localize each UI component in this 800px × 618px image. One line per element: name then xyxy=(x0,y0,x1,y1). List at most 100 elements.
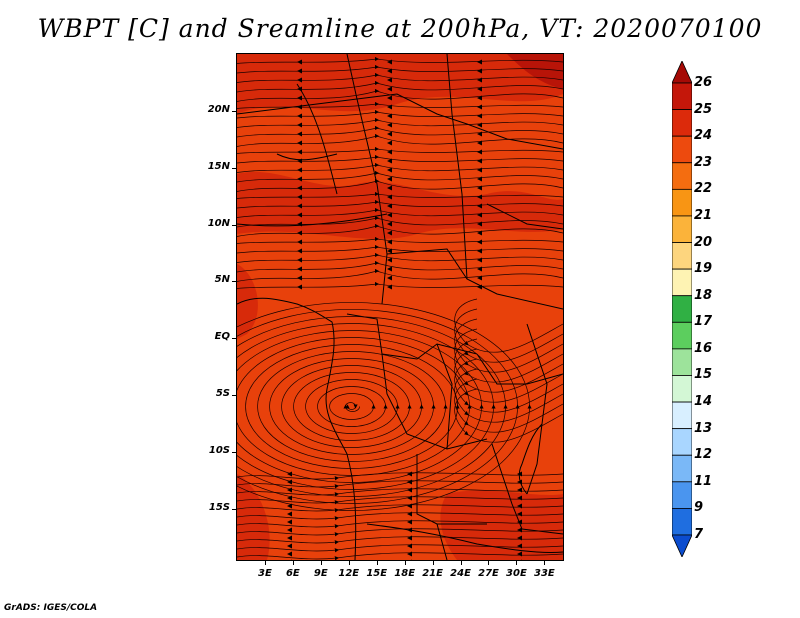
lon-tick xyxy=(376,561,378,565)
streamline-arrow xyxy=(387,221,392,227)
streamline-arrow xyxy=(387,194,392,200)
streamline-arrow xyxy=(297,275,302,281)
colorbar-level-label: 13 xyxy=(694,420,713,436)
lon-tick xyxy=(544,561,546,565)
streamline-arrow xyxy=(297,131,302,137)
streamline-arrow xyxy=(477,77,482,83)
streamline xyxy=(237,56,563,64)
streamline-arrow xyxy=(407,535,412,541)
coastline-segment xyxy=(518,423,543,495)
coastline-segment xyxy=(237,297,357,560)
streamline xyxy=(237,223,563,237)
streamline xyxy=(237,260,563,273)
coastline-segment xyxy=(486,203,563,230)
lat-tick xyxy=(232,224,236,226)
streamline-arrow xyxy=(407,511,412,517)
streamline-arrow xyxy=(407,503,412,509)
lon-label: 12E xyxy=(338,568,360,579)
streamline-arrow xyxy=(287,551,292,557)
streamline-arrow xyxy=(297,68,302,74)
colorbar-level-label: 21 xyxy=(694,207,713,223)
streamline xyxy=(293,372,412,441)
colorbar-bin xyxy=(672,321,692,350)
streamline-arrow xyxy=(477,158,482,164)
colorbar-level-label: 20 xyxy=(694,234,713,250)
coastline-segment xyxy=(381,353,488,450)
lat-label: 20N xyxy=(207,103,230,115)
streamline xyxy=(237,117,563,128)
streamline-arrow xyxy=(287,479,292,485)
streamline-arrow xyxy=(477,176,482,182)
streamline-arrow xyxy=(287,487,292,493)
streamline-arrow xyxy=(297,122,302,128)
streamline-arrow xyxy=(387,104,392,110)
lon-tick xyxy=(292,561,294,565)
coastline-segment xyxy=(416,454,487,525)
streamline-arrow xyxy=(297,257,302,263)
streamline xyxy=(454,328,563,383)
colorbar-bin xyxy=(672,428,692,456)
streamline-arrow xyxy=(477,122,482,128)
streamline xyxy=(454,368,563,423)
streamline xyxy=(237,268,563,282)
streamline-arrow xyxy=(477,131,482,137)
colorbar-level-label: 15 xyxy=(694,367,713,383)
streamline xyxy=(237,88,563,102)
streamline xyxy=(237,309,520,504)
lon-tick xyxy=(432,561,434,565)
colorbar-level-label: 24 xyxy=(694,128,713,144)
streamline xyxy=(245,344,460,469)
streamline-arrow xyxy=(477,86,482,92)
wbpt-warm-patch xyxy=(440,490,563,560)
colorbar-bin xyxy=(672,188,692,217)
colorbar-level-label: 14 xyxy=(694,394,713,410)
wbpt-hot-patch xyxy=(507,54,563,89)
streamline-arrow xyxy=(297,59,302,65)
colorbar-bin xyxy=(672,348,692,376)
streamline-arrow xyxy=(477,59,482,65)
lon-label: 15E xyxy=(366,568,388,579)
streamline-arrow xyxy=(407,471,412,477)
map-canvas xyxy=(237,54,563,560)
colorbar-bin xyxy=(672,82,692,110)
streamline-arrow xyxy=(287,503,292,509)
lat-tick xyxy=(232,281,236,283)
streamline-arrow xyxy=(477,167,482,173)
streamline-arrow xyxy=(297,149,302,155)
streamline-arrow xyxy=(517,551,522,557)
streamline-arrow xyxy=(477,212,482,218)
streamline-arrow xyxy=(407,527,412,533)
streamline xyxy=(343,402,360,412)
lon-label: 33E xyxy=(533,568,555,579)
streamline-arrow xyxy=(517,471,522,477)
colorbar-level-label: 22 xyxy=(694,181,713,197)
lon-label: 27E xyxy=(478,568,499,579)
streamline-arrow xyxy=(477,221,482,227)
lon-label: 24E xyxy=(450,568,471,579)
colorbar-level-label: 26 xyxy=(694,75,713,90)
streamline xyxy=(454,318,563,373)
streamline xyxy=(237,72,563,83)
streamline-arrow xyxy=(517,535,522,541)
streamline xyxy=(237,109,563,119)
streamline-arrow xyxy=(477,257,482,263)
streamline xyxy=(237,302,532,511)
streamline xyxy=(257,351,448,462)
streamline-arrow xyxy=(297,284,302,290)
colorbar-level-label: 23 xyxy=(694,154,713,170)
streamline xyxy=(317,386,388,427)
streamline-arrow xyxy=(477,284,482,290)
streamline xyxy=(454,358,563,413)
lon-tick xyxy=(264,561,266,565)
streamline xyxy=(237,480,563,489)
streamline-arrow xyxy=(387,203,392,209)
colorbar-bin xyxy=(672,109,692,137)
colorbar-bin xyxy=(672,215,692,243)
map-panel xyxy=(236,53,564,561)
lat-label: 5N xyxy=(214,274,230,286)
streamline-arrow xyxy=(387,167,392,173)
coastline-segment xyxy=(296,83,338,195)
lon-label: 18E xyxy=(394,568,416,579)
streamline-arrow xyxy=(387,284,392,290)
streamline-arrow xyxy=(407,519,412,525)
